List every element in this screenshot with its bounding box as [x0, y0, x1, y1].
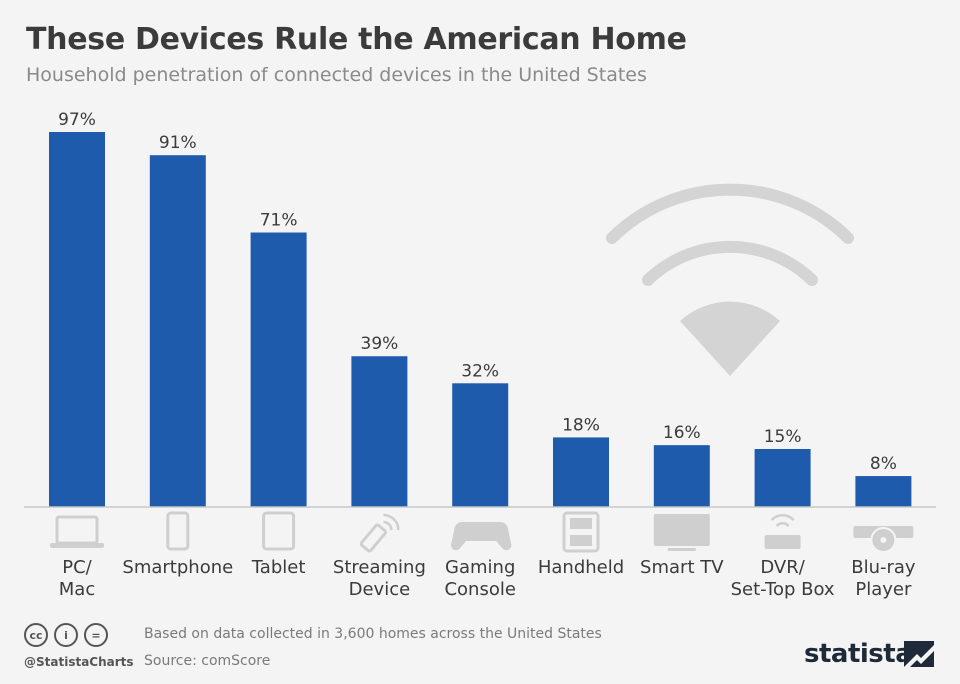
category-label-1: PC/Mac: [59, 557, 95, 600]
bar-9: [855, 476, 912, 507]
value-label-9: 8%: [870, 454, 897, 474]
category-label-5: Gaming Console: [444, 557, 515, 600]
bluray-player-icon: [853, 526, 914, 553]
source-note: Source: comScore: [144, 653, 271, 669]
value-label-6: 18%: [562, 415, 600, 435]
bar-1: [49, 132, 105, 507]
handheld-icon: [562, 511, 600, 553]
category-label-7: Smart TV: [640, 557, 724, 578]
smartphone-icon: [166, 511, 190, 551]
statista-logo-icon: [904, 641, 934, 667]
bar-3: [250, 232, 307, 508]
value-label-5: 32%: [461, 361, 499, 381]
category-label-8: DVR/Set-Top Box: [731, 557, 835, 600]
license-icons: cc i =: [24, 623, 108, 647]
value-label-2: 91%: [159, 133, 197, 153]
gamepad-icon: [451, 522, 512, 551]
smart-tv-icon: [653, 514, 710, 551]
category-label-4: Streaming Device: [333, 557, 426, 600]
value-label-7: 16%: [663, 423, 701, 443]
streaming-device-icon: [359, 513, 400, 553]
bar-5: [452, 383, 509, 507]
nd-icon: =: [84, 623, 108, 647]
wifi-icon: [606, 183, 854, 376]
by-icon: i: [54, 623, 78, 647]
statista-logo: statista: [804, 639, 913, 669]
footnote: Based on data collected in 3,600 homes a…: [144, 626, 602, 642]
category-label-3: Tablet: [251, 557, 306, 578]
tablet-icon: [262, 511, 296, 551]
value-label-1: 97%: [58, 110, 96, 130]
chart-title: These Devices Rule the American Home: [26, 22, 687, 57]
laptop-icon: [50, 515, 104, 548]
bar-4: [351, 356, 408, 507]
bar-7: [653, 445, 710, 507]
bar-6: [553, 437, 609, 507]
value-label-3: 71%: [260, 211, 298, 231]
chart-subtitle: Household penetration of connected devic…: [26, 64, 647, 86]
cc-icon: cc: [24, 623, 48, 647]
category-label-6: Handheld: [538, 557, 624, 578]
value-label-8: 15%: [764, 427, 802, 447]
twitter-handle: @StatistaCharts: [24, 655, 134, 669]
bar-2: [149, 155, 206, 508]
bar-8: [754, 449, 811, 507]
value-label-4: 39%: [361, 334, 399, 354]
category-label-9: Blu-ray Player: [851, 557, 916, 600]
dvr-router-icon: [764, 513, 801, 549]
category-label-2: Smartphone: [122, 557, 233, 578]
